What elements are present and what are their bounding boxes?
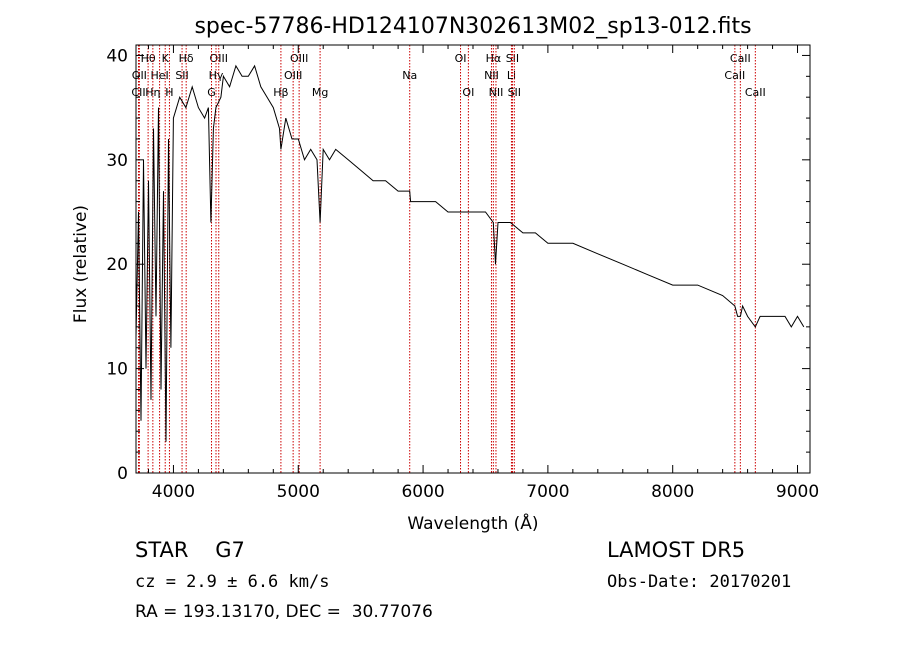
chart-title: spec-57786-HD124107N302613M02_sp13-012.f…: [194, 14, 751, 39]
line-marker-label-2: CII: [131, 86, 145, 99]
line-marker-label-18: OI: [462, 86, 474, 99]
line-marker-label-20: SII: [506, 52, 519, 65]
line-marker-label-8: Hδ: [179, 52, 194, 65]
line-marker-label-19: Hα: [486, 52, 502, 65]
line-marker-label-14: Hβ: [273, 86, 288, 99]
line-marker-label-12: OIII: [290, 52, 308, 65]
x-axis-label: Wavelength (Å): [407, 512, 538, 534]
y-tick-label-4: 40: [106, 46, 128, 66]
line-marker-label-16: Na: [402, 69, 417, 82]
line-marker-label-15: Mg: [312, 86, 328, 99]
x-tick-label-3: 7000: [526, 482, 569, 502]
line-marker-label-17: OI: [455, 52, 467, 65]
y-tick-label-1: 10: [106, 360, 128, 380]
line-marker-label-13: OIII: [284, 69, 302, 82]
line-marker-label-3: K: [162, 52, 170, 65]
y-tick-label-0: 0: [117, 464, 128, 484]
line-marker-label-9: OIII: [210, 52, 228, 65]
line-marker-label-21: NII: [484, 69, 499, 82]
line-marker-label-27: CaII: [745, 86, 766, 99]
spectrum-series: [135, 64, 805, 442]
plot-frame: [135, 44, 811, 474]
x-tick-label-1: 5000: [277, 482, 320, 502]
y-axis-label: Flux (relative): [71, 205, 91, 323]
coordinates: RA = 193.13170, DEC = 30.77076: [135, 602, 433, 622]
x-tick-label-2: 6000: [401, 482, 444, 502]
line-marker-label-11: G: [207, 86, 216, 99]
y-tick-label-3: 30: [106, 151, 128, 171]
y-tick-label-2: 20: [106, 255, 128, 275]
x-tick-label-4: 8000: [651, 482, 694, 502]
redshift-velocity: cz = 2.9 ± 6.6 km/s: [135, 572, 330, 592]
line-marker-label-22: Li: [507, 69, 516, 82]
object-class-label: STAR: [135, 538, 189, 562]
object-class: STAR G7: [135, 538, 245, 562]
survey-name: LAMOST DR5: [607, 538, 746, 562]
line-marker-label-5: Hη: [145, 86, 160, 99]
spectrum-line: [135, 64, 805, 442]
observation-date: Obs-Date: 20170201: [607, 572, 792, 592]
x-axis: 4000 5000 6000 7000 8000 9000: [147, 45, 819, 502]
object-subclass: G7: [215, 538, 245, 562]
line-marker-label-7: H: [165, 86, 173, 99]
line-marker-label-10: Hγ: [209, 69, 224, 82]
x-tick-label-0: 4000: [152, 482, 195, 502]
line-marker-label-4: HeI: [150, 69, 168, 82]
line-marker-label-23: NII: [489, 86, 504, 99]
y-axis: 0 10 20 30 40: [106, 46, 810, 484]
x-tick-label-5: 9000: [776, 482, 819, 502]
line-marker-label-0: Hθ: [141, 52, 156, 65]
line-marker-label-26: CaII: [724, 69, 745, 82]
line-marker-label-24: SII: [508, 86, 521, 99]
line-marker-label-6: SII: [175, 69, 188, 82]
line-marker-label-25: CaII: [730, 52, 751, 65]
line-marker-label-1: OII: [132, 69, 147, 82]
